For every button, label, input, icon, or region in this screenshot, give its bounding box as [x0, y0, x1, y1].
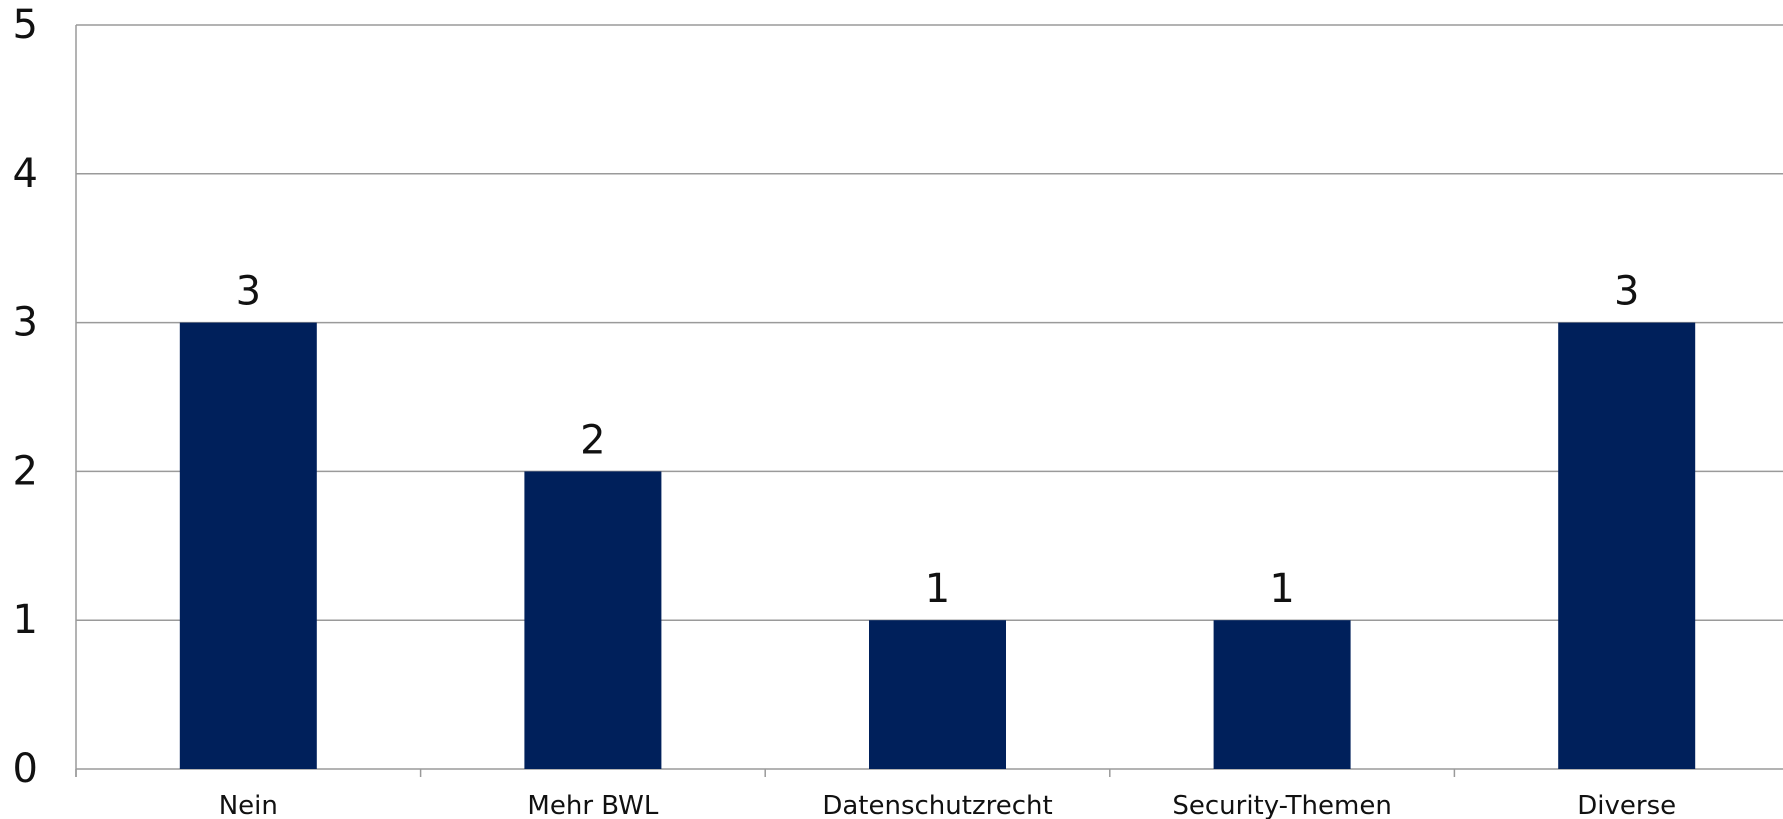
y-tick-label: 2	[13, 448, 38, 494]
y-tick-label: 3	[13, 300, 38, 346]
data-label: 1	[1269, 566, 1294, 612]
x-tick-label: Nein	[219, 791, 278, 819]
gridlines	[76, 24, 1783, 621]
x-tick-label: Security-Themen	[1172, 791, 1391, 819]
y-tick-label: 4	[13, 151, 38, 197]
x-tick-label: Diverse	[1577, 791, 1676, 819]
x-tick-label: Datenschutzrecht	[822, 791, 1052, 819]
y-tick-label: 5	[13, 2, 38, 48]
bar-security-themen	[1213, 620, 1351, 769]
bar-datenschutzrecht	[869, 620, 1006, 769]
y-tick-label: 0	[13, 746, 38, 792]
bar-diverse	[1558, 322, 1696, 769]
labels: 0 1 2 3 4 5 3 Nein 2 Mehr BWL 1 Datenschutzrecht 1 Se…	[13, 2, 1677, 819]
bar-mehr-bwl	[524, 471, 662, 769]
bars	[179, 322, 1696, 769]
bar-nein	[179, 322, 317, 769]
data-label: 2	[580, 417, 605, 463]
data-label: 3	[1614, 269, 1639, 315]
x-tick-label: Mehr BWL	[527, 791, 658, 819]
data-label: 1	[925, 566, 950, 612]
y-tick-label: 1	[13, 597, 38, 643]
data-label: 3	[236, 269, 261, 315]
